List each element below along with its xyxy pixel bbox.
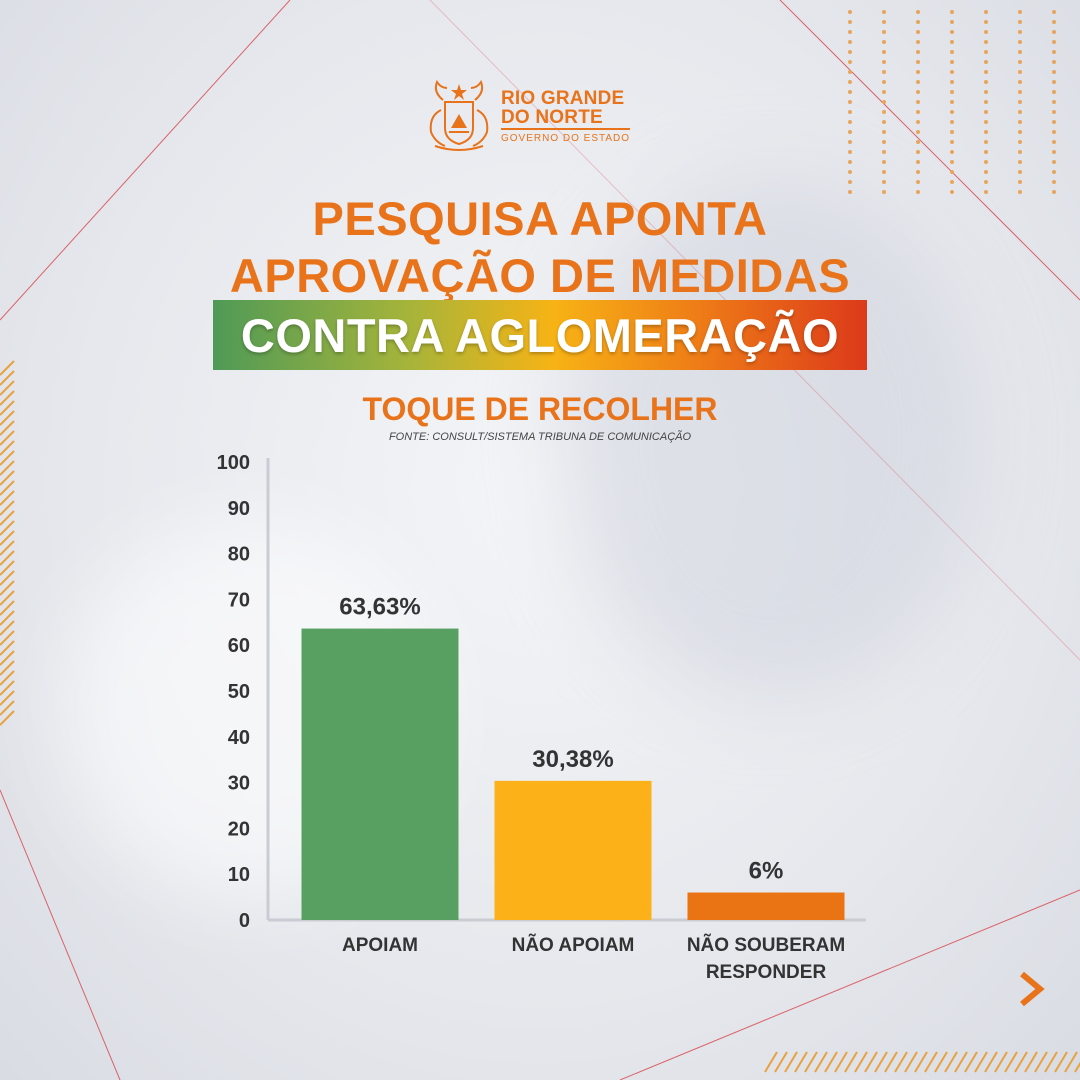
logo-line3: GOVERNO DO ESTADO — [501, 132, 631, 144]
x-category-label: RESPONDER — [706, 962, 827, 983]
y-tick-label: 10 — [228, 864, 250, 886]
chart-subtitle: TOQUE DE RECOLHER — [362, 391, 718, 427]
bar-value-label: 6% — [749, 858, 784, 885]
y-tick-label: 90 — [228, 498, 250, 520]
background-blur — [560, 180, 980, 700]
bar — [687, 892, 845, 920]
y-tick-label: 0 — [239, 910, 250, 932]
bar — [301, 628, 459, 920]
y-tick-label: 70 — [228, 589, 250, 611]
bar — [494, 780, 652, 920]
y-tick-label: 30 — [228, 773, 250, 795]
headline-line2: APROVAÇÃO DE MEDIDAS — [229, 249, 851, 302]
state-logo: RIO GRANDE DO NORTE GOVERNO DO ESTADO — [425, 80, 631, 152]
y-tick-label: 60 — [228, 635, 250, 657]
bar-value-label: 63,63% — [339, 594, 420, 621]
x-category-label: NÃO SOUBERAM — [687, 934, 845, 956]
headline-banner: CONTRA AGLOMERAÇÃO — [213, 300, 867, 370]
logo-line2: DO NORTE — [501, 108, 631, 130]
bar-value-label: 30,38% — [532, 746, 613, 773]
y-tick-label: 100 — [217, 452, 250, 474]
x-category-label: APOIAM — [342, 935, 418, 956]
logo-line1: RIO GRANDE — [501, 87, 625, 109]
chart-source: FONTE: CONSULT/SISTEMA TRIBUNA DE COMUNI… — [388, 431, 692, 443]
y-tick-label: 20 — [228, 818, 250, 840]
x-category-label: NÃO APOIAM — [512, 934, 635, 956]
banner-text: CONTRA AGLOMERAÇÃO — [240, 308, 840, 362]
logo-wordmark: RIO GRANDE DO NORTE GOVERNO DO ESTADO — [501, 87, 631, 144]
headline-line1: PESQUISA APONTA — [312, 192, 768, 245]
chevron-right-icon[interactable] — [1014, 970, 1048, 1008]
y-tick-label: 50 — [228, 681, 250, 703]
y-tick-label: 40 — [228, 727, 250, 749]
coat-of-arms-icon — [429, 80, 489, 151]
y-tick-label: 80 — [228, 544, 250, 566]
